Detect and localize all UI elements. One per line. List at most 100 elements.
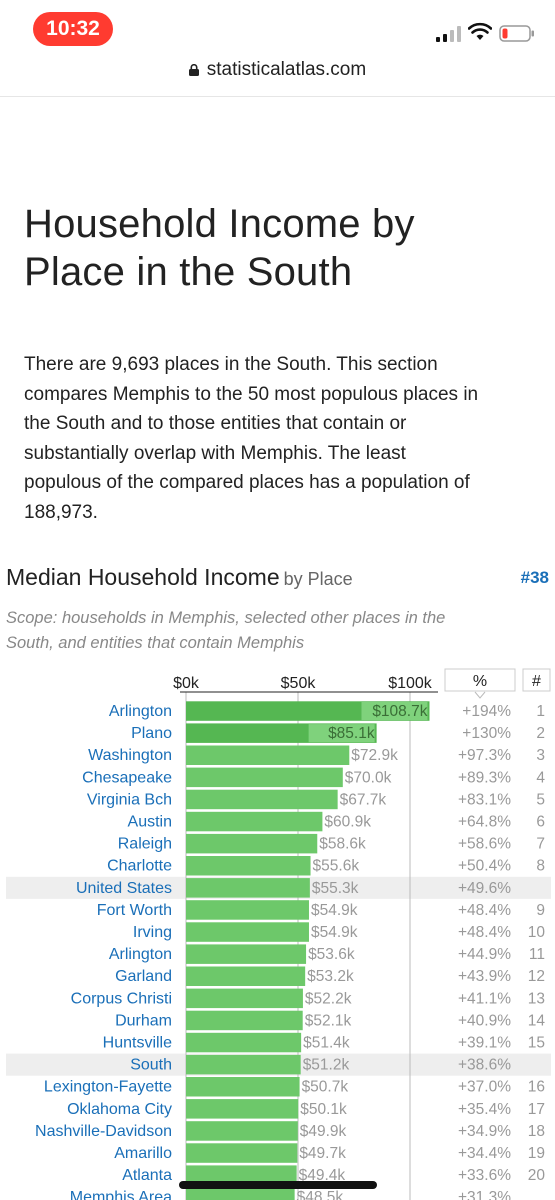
- income-bar[interactable]: [186, 789, 338, 810]
- bar-value-label: $49.7k: [299, 1145, 346, 1162]
- pct-value: +194%: [462, 703, 511, 720]
- bar-value-label: $52.1k: [305, 1012, 352, 1029]
- rank-value: 17: [528, 1101, 545, 1118]
- chart-row: Amarillo $49.7k +34.4% 19: [114, 1143, 545, 1163]
- chart-title-text: Median Household Income: [6, 564, 280, 590]
- income-bar[interactable]: [186, 767, 343, 788]
- place-link[interactable]: Arlington: [109, 703, 172, 720]
- chart-scope: Scope: households in Memphis, selected o…: [6, 606, 546, 656]
- place-link[interactable]: Washington: [88, 747, 172, 764]
- income-bar[interactable]: [186, 922, 309, 942]
- page-title: Household Income by Place in the South: [24, 200, 534, 296]
- income-bar[interactable]: [186, 988, 303, 1009]
- income-bar[interactable]: [186, 878, 310, 898]
- intro-line: There are 9,693 places in the South. Thi…: [24, 354, 438, 375]
- income-bar[interactable]: [186, 1032, 302, 1053]
- pct-value: +83.1%: [458, 791, 511, 808]
- pct-value: +38.6%: [458, 1057, 511, 1074]
- clock[interactable]: 10:32: [33, 12, 113, 46]
- chart-row: Corpus Christi $52.2k +41.1% 13: [71, 988, 545, 1009]
- bar-value-label: $53.2k: [307, 968, 354, 985]
- income-bar[interactable]: [186, 1121, 298, 1141]
- bar-value-label: $70.0k: [345, 769, 392, 786]
- income-bar[interactable]: [186, 1165, 297, 1185]
- wifi-icon: [468, 22, 492, 40]
- pct-value: +49.6%: [458, 880, 511, 897]
- pct-value: +39.1%: [458, 1035, 511, 1052]
- rank-value: 2: [536, 725, 545, 742]
- place-link[interactable]: Huntsville: [103, 1035, 172, 1052]
- lock-icon: [188, 64, 199, 76]
- chart-row: Austin $60.9k +64.8% 6: [128, 811, 545, 832]
- chart-row: Irving $54.9k +48.4% 10: [133, 922, 545, 942]
- chart-rank-link[interactable]: #38: [520, 568, 549, 587]
- pct-value: +34.4%: [458, 1145, 511, 1162]
- income-bar[interactable]: [186, 1099, 299, 1119]
- place-link[interactable]: Durham: [115, 1012, 172, 1029]
- chart-row: South $51.2k +38.6%: [130, 1054, 511, 1075]
- place-link[interactable]: Amarillo: [114, 1145, 172, 1162]
- income-bar[interactable]: [186, 745, 350, 766]
- pct-header-box[interactable]: [444, 668, 516, 692]
- bar-value-label: $50.7k: [302, 1079, 349, 1096]
- chart-row: Durham $52.1k +40.9% 14: [115, 1010, 545, 1031]
- place-link[interactable]: Atlanta: [122, 1167, 172, 1184]
- place-link[interactable]: Irving: [133, 924, 172, 941]
- chart-row: Raleigh $58.6k +58.6% 7: [118, 833, 545, 854]
- income-bar[interactable]: [186, 1010, 303, 1031]
- place-link[interactable]: Raleigh: [118, 836, 172, 853]
- bar-value-label: $50.1k: [300, 1101, 347, 1118]
- intro-line: 188,973.: [24, 501, 98, 523]
- page-title-line-2: Place in the South: [24, 250, 353, 294]
- income-bar[interactable]: [186, 1143, 298, 1163]
- bar-value-label: $52.2k: [305, 990, 352, 1007]
- place-link[interactable]: Lexington-Fayette: [44, 1079, 172, 1096]
- bar-value-label: $54.9k: [311, 924, 358, 941]
- rank-value: 7: [536, 836, 545, 853]
- url-text: statisticalatlas.com: [206, 59, 367, 80]
- chart-row: Atlanta $49.4k +33.6% 20: [122, 1165, 545, 1185]
- income-bar[interactable]: [186, 1054, 301, 1075]
- place-link[interactable]: Memphis Area: [70, 1189, 172, 1200]
- income-bar[interactable]: [186, 833, 318, 854]
- place-link[interactable]: Corpus Christi: [71, 990, 172, 1007]
- intro-line: substantially overlap with Memphis. The …: [24, 442, 406, 464]
- income-bar[interactable]: [186, 1077, 300, 1097]
- place-link[interactable]: Nashville-Davidson: [35, 1123, 172, 1140]
- chart-row: Garland $53.2k +43.9% 12: [115, 966, 545, 987]
- income-bar[interactable]: [186, 900, 309, 920]
- x-tick-label: $50k: [281, 675, 317, 692]
- place-link[interactable]: Plano: [131, 725, 172, 742]
- place-link[interactable]: Garland: [115, 968, 172, 985]
- pct-value: +37.0%: [458, 1079, 511, 1096]
- status-bar: 10:32: [0, 0, 555, 56]
- place-link[interactable]: Charlotte: [107, 858, 172, 875]
- place-link[interactable]: Austin: [128, 814, 172, 831]
- income-bar[interactable]: [186, 811, 323, 832]
- income-bar[interactable]: [186, 966, 306, 987]
- place-link[interactable]: Fort Worth: [97, 902, 172, 919]
- chart-row: Fort Worth $54.9k +48.4% 9: [97, 900, 545, 920]
- pct-value: +40.9%: [458, 1012, 511, 1029]
- place-link[interactable]: Chesapeake: [82, 769, 172, 786]
- place-link[interactable]: Arlington: [109, 946, 172, 963]
- income-bar[interactable]: [186, 944, 307, 964]
- bar-value-label: $51.2k: [303, 1057, 350, 1074]
- income-bar[interactable]: [186, 856, 311, 876]
- rank-value: 5: [536, 791, 545, 808]
- income-bar[interactable]: [186, 1187, 295, 1200]
- place-link[interactable]: South: [130, 1057, 172, 1074]
- place-link[interactable]: Oklahoma City: [67, 1101, 172, 1118]
- pct-value: +33.6%: [458, 1167, 511, 1184]
- home-indicator[interactable]: [179, 1181, 377, 1189]
- rank-header-box[interactable]: [522, 668, 551, 692]
- rank-value: 18: [528, 1123, 545, 1140]
- chart-row: Memphis Area $48.5k +31.3%: [70, 1187, 511, 1200]
- place-link[interactable]: United States: [76, 880, 172, 897]
- address-bar[interactable]: statisticalatlas.com: [0, 56, 555, 97]
- x-tick-label: $0k: [173, 675, 200, 692]
- rank-value: 4: [536, 769, 545, 786]
- chart-row: Washington $72.9k +97.3% 3: [88, 745, 545, 766]
- place-link[interactable]: Virginia Bch: [87, 791, 172, 808]
- bar-value-label: $49.4k: [299, 1167, 346, 1184]
